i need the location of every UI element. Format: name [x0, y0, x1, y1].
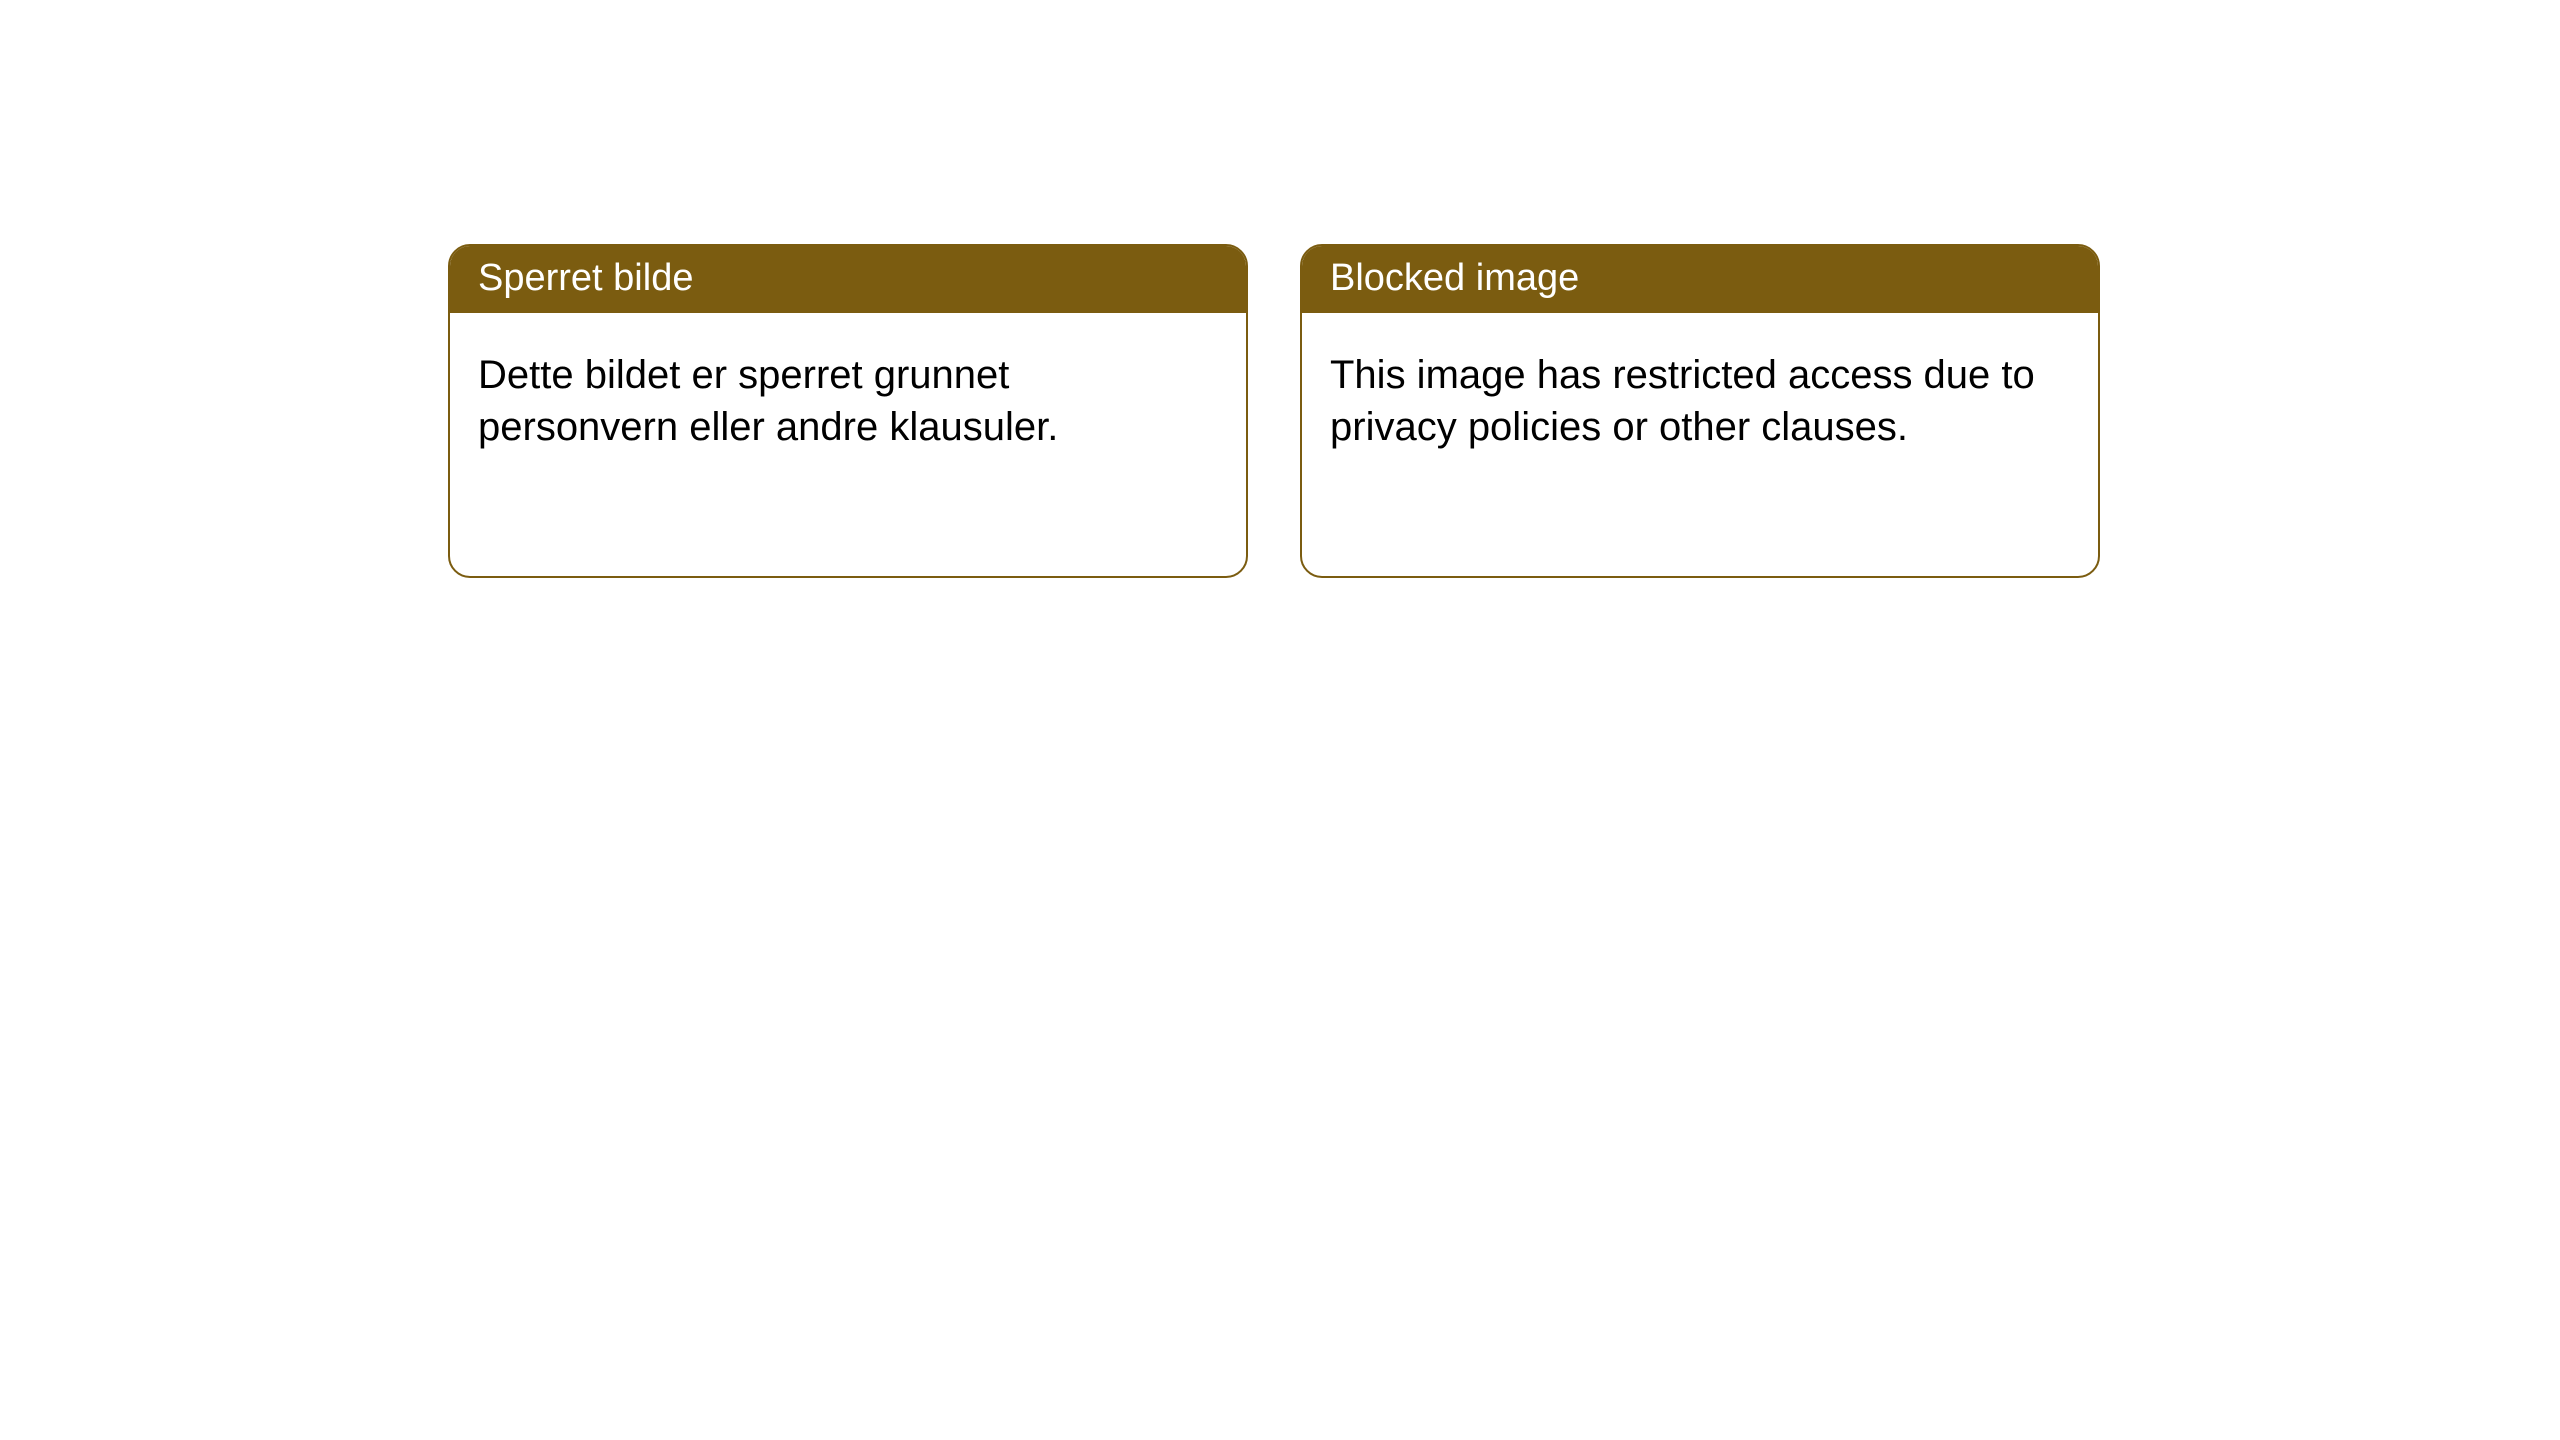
card-header: Sperret bilde — [450, 246, 1246, 313]
card-body: Dette bildet er sperret grunnet personve… — [450, 313, 1246, 481]
card-header: Blocked image — [1302, 246, 2098, 313]
card-title: Sperret bilde — [478, 257, 693, 299]
blocked-image-card-no: Sperret bilde Dette bildet er sperret gr… — [448, 244, 1248, 578]
card-title: Blocked image — [1330, 257, 1579, 299]
notice-cards-row: Sperret bilde Dette bildet er sperret gr… — [0, 0, 2560, 578]
card-body-text: This image has restricted access due to … — [1330, 353, 2035, 449]
card-body: This image has restricted access due to … — [1302, 313, 2098, 481]
blocked-image-card-en: Blocked image This image has restricted … — [1300, 244, 2100, 578]
card-body-text: Dette bildet er sperret grunnet personve… — [478, 353, 1058, 449]
